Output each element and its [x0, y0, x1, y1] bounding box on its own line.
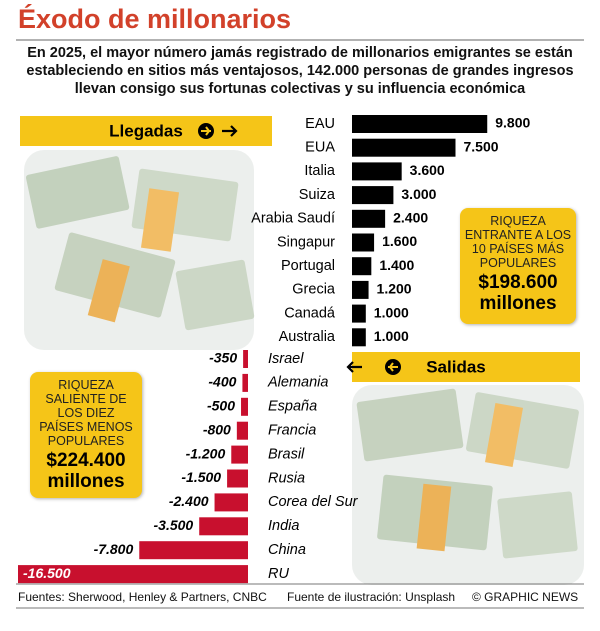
value-label: -1.200	[186, 445, 226, 461]
category-label: EUA	[305, 140, 335, 156]
bar	[352, 280, 369, 299]
title: Éxodo de millonarios	[18, 4, 292, 34]
category-label: Grecia	[292, 282, 336, 298]
bar	[18, 565, 248, 584]
bar	[352, 115, 488, 133]
annotation-value: $224.400 millones	[46, 450, 126, 492]
value-label: 2.400	[393, 210, 428, 226]
category-label: Singapur	[277, 234, 335, 250]
bar	[214, 493, 248, 512]
category-label: India	[268, 518, 299, 534]
value-label: -16.500	[23, 565, 71, 581]
value-label: 9.800	[495, 115, 530, 131]
category-label: Arabia Saudí	[251, 211, 335, 227]
annotation-box: RIQUEZA SALIENTE DE LOS DIEZ PAÍSES MENO…	[30, 372, 142, 498]
value-label: -350	[209, 350, 237, 366]
sources: Fuentes: Sherwood, Henley & Partners, CN…	[18, 590, 267, 604]
annotation-box: RIQUEZA ENTRANTE A LOS 10 PAÍSES MÁS POP…	[460, 208, 576, 324]
bar	[227, 469, 248, 488]
category-label: Israel	[268, 351, 304, 367]
bar	[241, 397, 248, 416]
section-title: Llegadas	[109, 121, 183, 140]
bar	[242, 373, 248, 392]
category-label: Portugal	[281, 258, 335, 274]
category-label: Suiza	[299, 187, 336, 203]
bar	[352, 257, 372, 276]
section-title: Salidas	[426, 357, 486, 376]
value-label: 7.500	[464, 138, 499, 154]
money-illustration	[24, 150, 584, 585]
category-label: Alemania	[267, 375, 328, 391]
bar	[352, 186, 394, 205]
value-label: -2.400	[169, 493, 209, 509]
category-label: RU	[268, 566, 289, 582]
category-label: China	[268, 542, 306, 558]
category-label: Rusia	[268, 470, 305, 486]
annotation-label: RIQUEZA SALIENTE DE LOS DIEZ PAÍSES MENO…	[39, 378, 133, 448]
credit: © GRAPHIC NEWS	[472, 590, 579, 604]
value-label: 1.400	[379, 257, 414, 273]
category-label: EAU	[305, 116, 335, 132]
value-label: -7.800	[94, 541, 134, 557]
bar	[352, 233, 375, 252]
value-label: 3.600	[410, 162, 445, 178]
value-label: -3.500	[154, 517, 194, 533]
bar	[139, 541, 248, 560]
annotation-value: $198.600 millones	[478, 272, 558, 314]
bar	[352, 209, 386, 228]
category-label: Brasil	[268, 446, 305, 462]
category-label: Italia	[304, 163, 336, 179]
value-label: -400	[208, 374, 236, 390]
bar	[352, 138, 456, 157]
category-label: España	[268, 399, 317, 415]
illustration-credit: Fuente de ilustración: Unsplash	[287, 590, 456, 604]
subtitle: En 2025, el mayor número jamás registrad…	[26, 45, 574, 97]
category-label: Corea del Sur	[268, 494, 359, 510]
bar	[243, 350, 248, 368]
bar	[352, 304, 366, 323]
value-label: 1.600	[382, 233, 417, 249]
value-label: 1.200	[377, 281, 412, 297]
value-label: -500	[207, 398, 235, 414]
arrow-icon	[346, 361, 362, 373]
bar	[199, 517, 248, 536]
arrow-icon	[222, 125, 238, 137]
annotation-label: RIQUEZA ENTRANTE A LOS 10 PAÍSES MÁS POP…	[464, 214, 572, 270]
value-label: 1.000	[374, 304, 409, 320]
plane-icon	[201, 126, 211, 136]
category-label: Francia	[268, 423, 316, 439]
plane-icon	[388, 362, 398, 372]
category-label: Australia	[279, 329, 336, 345]
bar	[352, 328, 366, 347]
value-label: 1.000	[374, 328, 409, 344]
value-label: -800	[203, 421, 231, 437]
bar	[352, 162, 402, 181]
bar	[236, 421, 248, 440]
bar	[231, 445, 248, 464]
value-label: 3.000	[401, 186, 436, 202]
value-label: -1.500	[181, 469, 221, 485]
category-label: Canadá	[284, 305, 336, 321]
